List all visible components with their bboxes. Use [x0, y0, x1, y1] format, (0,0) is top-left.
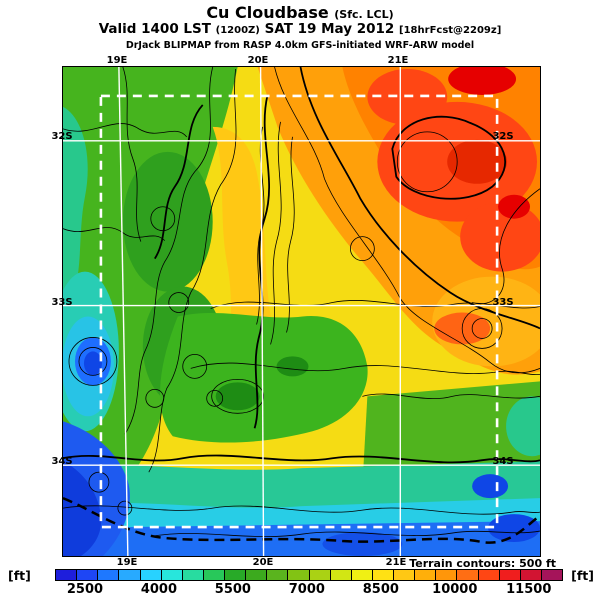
colorbar-cell: [308, 570, 330, 580]
lat-label-right-33s: 33S: [492, 297, 514, 308]
terrain-contours-thin: [63, 67, 540, 538]
colorbar-cell: [160, 570, 182, 580]
lat-label-right-32s: 32S: [492, 131, 514, 142]
colorbar-cell: [371, 570, 393, 580]
colorbar-cell: [329, 570, 351, 580]
colorbar-tick-labels: 2500 4000 5500 7000 8500 10000 11500: [55, 582, 563, 598]
colorbar-cell: [181, 570, 203, 580]
valid-paren: (1200Z): [215, 25, 260, 36]
colorbar-cell: [540, 570, 562, 580]
forecast-map: [62, 66, 541, 557]
forecast-map-canvas: [63, 67, 540, 556]
lon-label-top-20e: 20E: [247, 55, 269, 66]
lat-label-right-34s: 34S: [492, 456, 514, 467]
lon-label-top-21e: 21E: [387, 55, 409, 66]
valid-part2: SAT 19 May 2012: [264, 21, 395, 37]
lon-label-bottom-19e: 19E: [116, 557, 138, 568]
colorbar-cell: [139, 570, 161, 580]
colorbar-cell: [498, 570, 520, 580]
lon-label-top-19e: 19E: [106, 55, 128, 66]
colorbar-tick: 7000: [288, 582, 325, 597]
colorbar-cell: [456, 570, 478, 580]
colorbar-cell: [224, 570, 246, 580]
colorbar-cell: [118, 570, 140, 580]
colorbar-cell: [519, 570, 541, 580]
colorbar-tick: 2500: [66, 582, 104, 597]
lon-label-bottom-20e: 20E: [252, 557, 274, 568]
colorbar-tick: 4000: [140, 582, 178, 597]
model-domain-boundary: [99, 94, 499, 529]
colorbar-cell: [97, 570, 119, 580]
valid-time-line: Valid 1400 LST (1200Z) SAT 19 May 2012 […: [0, 21, 600, 37]
lat-label-left-33s: 33S: [51, 297, 73, 308]
colorbar-cell: [266, 570, 288, 580]
lat-label-left-32s: 32S: [51, 131, 73, 142]
colorbar-cell: [287, 570, 309, 580]
lat-label-left-34s: 34S: [51, 456, 73, 467]
cloudbase-fill-field: [63, 67, 540, 556]
valid-bracket: [18hrFcst@2209z]: [399, 25, 502, 36]
model-attribution: DrJack BLIPMAP from RASP 4.0km GFS-initi…: [125, 40, 475, 51]
colorbar-cell: [393, 570, 415, 580]
colorbar-tick: 10000: [432, 582, 478, 597]
title-qualifier: (Sfc. LCL): [334, 8, 394, 21]
colorbar-cell: [76, 570, 98, 580]
title-main: Cu Cloudbase: [206, 3, 329, 22]
colorbar-cell: [56, 570, 77, 580]
colorbar-cell: [202, 570, 224, 580]
valid-part1: Valid 1400 LST: [98, 21, 211, 37]
colorbar-cell: [350, 570, 372, 580]
page-title: Cu Cloudbase (Sfc. LCL): [0, 3, 600, 22]
lon-label-bottom-21e: 21E: [385, 557, 407, 568]
colorbar-tick: 8500: [362, 582, 399, 597]
colorbar-cell: [435, 570, 457, 580]
colorbar-cells: [55, 569, 563, 581]
colorbar-cell: [477, 570, 499, 580]
colorbar-unit-right: [ft]: [571, 568, 594, 583]
terrain-contours-thick: [63, 67, 540, 464]
colorbar-tick: 11500: [506, 582, 552, 597]
colorbar-cell: [245, 570, 267, 580]
coastline: [63, 496, 540, 544]
terrain-contour-note: Terrain contours: 500 ft: [409, 557, 556, 570]
latlon-grid-lines: [63, 67, 540, 556]
colorbar-tick: 5500: [214, 582, 251, 597]
colorbar-unit-left: [ft]: [8, 568, 31, 583]
colorbar-cell: [414, 570, 436, 580]
